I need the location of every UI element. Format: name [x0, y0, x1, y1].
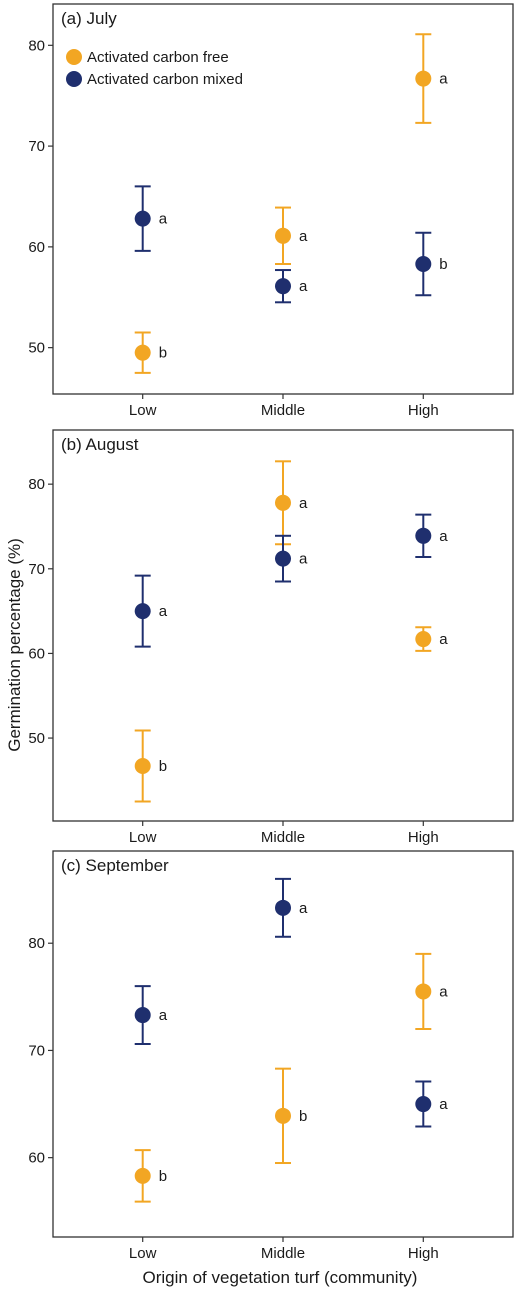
x-tick-label: Middle — [261, 1245, 305, 1262]
y-tick-label: 50 — [28, 340, 45, 357]
data-point — [415, 527, 432, 544]
data-point — [134, 757, 151, 774]
significance-label: a — [439, 528, 448, 545]
x-tick-label: Middle — [261, 829, 305, 846]
x-tick-label: Low — [129, 402, 157, 419]
y-tick-label: 80 — [28, 935, 45, 952]
significance-label: a — [159, 603, 168, 620]
data-point — [134, 344, 151, 361]
legend-label: Activated carbon mixed — [87, 71, 243, 88]
y-tick-label: 60 — [28, 1150, 45, 1167]
panel-title: (b) August — [61, 435, 139, 454]
y-tick-label: 80 — [28, 37, 45, 54]
data-point — [415, 983, 432, 1000]
data-point — [275, 227, 291, 244]
data-point — [415, 1096, 432, 1113]
significance-label: a — [159, 211, 168, 228]
x-axis-title: Origin of vegetation turf (community) — [143, 1268, 418, 1287]
significance-label: a — [439, 71, 448, 88]
data-point — [275, 494, 291, 511]
legend-marker — [66, 71, 82, 87]
x-tick-label: Low — [129, 1245, 157, 1262]
y-axis-title: Germination percentage (%) — [5, 538, 24, 752]
data-point — [134, 603, 151, 620]
significance-label: b — [299, 1108, 307, 1125]
data-point — [415, 256, 432, 272]
significance-label: a — [299, 278, 308, 295]
significance-label: a — [439, 983, 448, 1000]
data-point — [134, 1167, 151, 1184]
significance-label: a — [299, 551, 308, 568]
y-tick-label: 80 — [28, 476, 45, 493]
data-point — [275, 1107, 291, 1124]
y-tick-label: 60 — [28, 645, 45, 662]
legend-label: Activated carbon free — [87, 49, 229, 66]
y-tick-label: 60 — [28, 239, 45, 256]
significance-label: a — [439, 631, 448, 648]
significance-label: b — [159, 1168, 167, 1185]
panel-title: (a) July — [61, 9, 117, 28]
significance-label: a — [299, 228, 308, 245]
significance-label: b — [439, 256, 447, 273]
x-tick-label: High — [408, 829, 439, 846]
significance-label: a — [439, 1096, 448, 1113]
significance-label: a — [159, 1007, 168, 1024]
significance-label: a — [299, 900, 308, 917]
data-point — [415, 631, 432, 648]
data-point — [275, 899, 291, 916]
data-point — [134, 210, 151, 227]
data-point — [275, 278, 291, 295]
panel-title: (c) September — [61, 856, 169, 875]
y-tick-label: 70 — [28, 138, 45, 155]
legend-marker — [66, 49, 82, 65]
y-tick-label: 70 — [28, 1042, 45, 1059]
data-point — [134, 1007, 151, 1024]
y-tick-label: 70 — [28, 561, 45, 578]
x-tick-label: High — [408, 1245, 439, 1262]
y-tick-label: 50 — [28, 730, 45, 747]
significance-label: b — [159, 345, 167, 362]
data-point — [415, 70, 432, 87]
x-tick-label: Low — [129, 829, 157, 846]
significance-label: a — [299, 495, 308, 512]
x-tick-label: Middle — [261, 402, 305, 419]
x-tick-label: High — [408, 402, 439, 419]
data-point — [275, 550, 291, 567]
significance-label: b — [159, 758, 167, 775]
